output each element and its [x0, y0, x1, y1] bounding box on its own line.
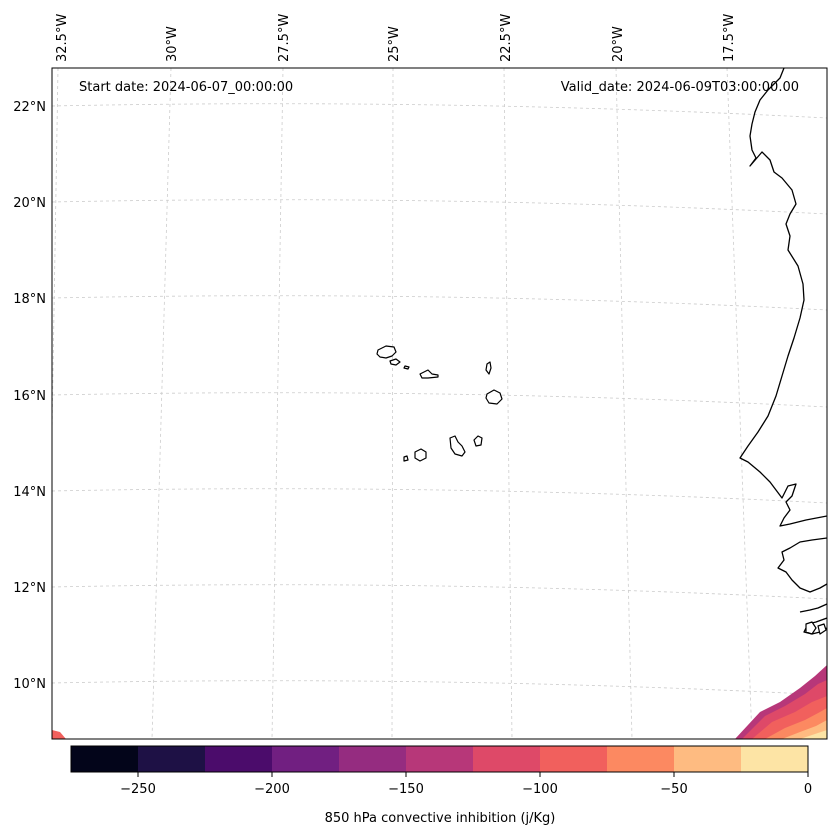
latitude-labels: 22°N 20°N 18°N 16°N 14°N 12°N 10°N: [13, 100, 46, 692]
lat-label: 16°N: [13, 389, 46, 404]
lat-label: 12°N: [13, 581, 46, 596]
meridian-gridlines: [52, 68, 753, 739]
longitude-labels: 32.5°W 30°W 27.5°W 25°W 22.5°W 20°W 17.5…: [55, 14, 737, 62]
colorbar-tick-label: −50: [660, 782, 687, 797]
colorbar-label: 850 hPa convective inhibition (j/Kg): [325, 811, 556, 826]
parallel-gridlines: [52, 103, 827, 696]
lon-label: 32.5°W: [55, 14, 70, 62]
colorbar-swatch: [138, 746, 206, 772]
lon-label: 17.5°W: [722, 14, 737, 62]
lon-label: 22.5°W: [499, 14, 514, 62]
colorbar-swatch: [540, 746, 608, 772]
lat-label: 18°N: [13, 292, 46, 307]
meridian-17.5: [726, 68, 753, 739]
colorbar-ticks: −250 −200 −150 −100 −50 0: [120, 772, 812, 797]
lat-label: 14°N: [13, 485, 46, 500]
colorbar-tick-label: 0: [804, 782, 812, 797]
lon-label: 25°W: [387, 26, 402, 62]
meridian-27.5: [271, 68, 284, 739]
lon-label: 20°W: [611, 26, 626, 62]
colorbar-swatch: [607, 746, 675, 772]
island-santiago: [449, 435, 466, 457]
valid-date-label: Valid_date: 2024-06-09T03:00:00.00: [561, 80, 799, 95]
island-santa-luzia: [403, 365, 410, 370]
lat-label: 10°N: [13, 677, 46, 692]
lat-label: 22°N: [13, 100, 46, 115]
cabo-verde-islands: [376, 345, 503, 462]
colorbar-tick-label: −150: [388, 782, 424, 797]
colorbar-swatches: [71, 746, 809, 772]
island-santo-antao: [376, 345, 397, 359]
parallel-10: [52, 680, 827, 696]
map-border: [51, 67, 828, 740]
meridian-30: [151, 68, 172, 739]
lat-label: 20°N: [13, 196, 46, 211]
island-sao-vicente: [389, 358, 401, 366]
colorbar-swatch: [205, 746, 273, 772]
lon-label: 27.5°W: [277, 14, 292, 62]
contour-band-6: [800, 730, 827, 739]
colorbar-swatch: [674, 746, 742, 772]
island-fogo: [414, 448, 427, 462]
parallel-12: [52, 584, 827, 600]
coastal-islands: [805, 621, 827, 635]
meridian-20: [615, 68, 633, 739]
colorbar-border: [70, 745, 809, 773]
west-africa-coastline: [739, 68, 827, 635]
map-panel: Start date: 2024-06-07_00:00:00 Valid_da…: [52, 68, 827, 739]
colorbar-swatch: [339, 746, 407, 772]
colorbar-tick-label: −200: [254, 782, 290, 797]
island-sao-nicolau: [419, 369, 439, 379]
lon-label: 30°W: [165, 26, 180, 62]
meridian-22.5: [503, 68, 513, 739]
colorbar-tick-label: −100: [522, 782, 558, 797]
colorbar-swatch: [272, 746, 340, 772]
colorbar-swatch: [741, 746, 809, 772]
parallel-16: [52, 392, 827, 408]
meridian-25: [391, 68, 394, 739]
parallel-18: [52, 295, 827, 311]
contour-band-left: [52, 730, 66, 739]
island-sal: [485, 361, 492, 375]
island-boa-vista: [485, 389, 503, 405]
colorbar-swatch: [71, 746, 139, 772]
parallel-14: [52, 488, 827, 504]
parallel-22: [52, 103, 827, 119]
colorbar-swatch: [473, 746, 541, 772]
colorbar-tick-label: −250: [120, 782, 156, 797]
island-brava: [403, 455, 409, 462]
island-maio: [473, 435, 483, 447]
colorbar: −250 −200 −150 −100 −50 0 850 hPa convec…: [70, 745, 812, 826]
parallel-20: [52, 199, 827, 215]
colorbar-swatch: [406, 746, 474, 772]
cin-contour-fill: [52, 665, 827, 739]
start-date-label: Start date: 2024-06-07_00:00:00: [79, 80, 293, 95]
